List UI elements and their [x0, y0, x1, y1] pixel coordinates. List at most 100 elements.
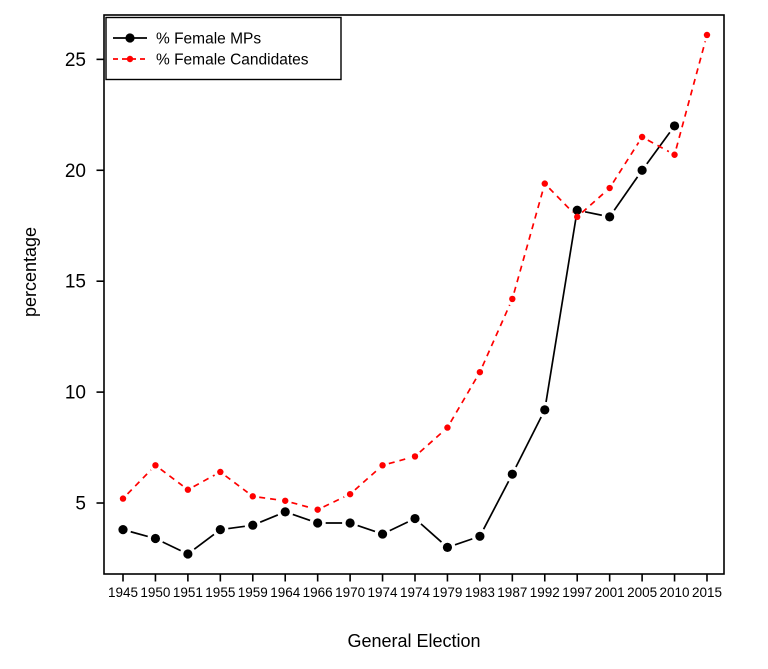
- series-line-segment: [193, 533, 215, 550]
- x-tick-label: 1974: [400, 585, 431, 600]
- legend-entry-label: % Female MPs: [156, 31, 261, 48]
- series-line-segment: [354, 468, 379, 491]
- series-line-segment: [130, 530, 148, 538]
- data-point: [377, 529, 388, 539]
- legend-marker: [126, 55, 134, 63]
- data-point: [152, 462, 159, 469]
- data-point: [669, 121, 680, 131]
- data-point: [249, 493, 256, 500]
- y-axis-title: percentage: [20, 227, 40, 317]
- series-line-segment: [162, 541, 182, 552]
- x-tick-label: 1966: [303, 585, 333, 600]
- x-tick-label: 2005: [627, 585, 657, 600]
- x-tick-label: 1992: [530, 585, 560, 600]
- x-tick-label: 1979: [432, 585, 462, 600]
- series-line-segment: [228, 525, 245, 530]
- data-point: [217, 468, 224, 476]
- legend-box: [105, 16, 342, 81]
- series-line-segment: [419, 431, 444, 453]
- data-point: [411, 453, 419, 460]
- x-tick-label: 1950: [140, 585, 170, 600]
- series-line-segment: [584, 210, 602, 217]
- series-line-segment: [454, 538, 473, 546]
- series-line-segment: [291, 501, 312, 509]
- y-tick-label: 10: [65, 383, 86, 404]
- series-line-segment: [449, 377, 478, 423]
- data-point: [637, 165, 647, 175]
- data-point: [346, 490, 354, 498]
- series-line-segment: [225, 475, 249, 494]
- series-line-segment: [545, 217, 577, 403]
- data-point: [703, 31, 711, 39]
- x-tick-label: 1983: [465, 585, 495, 600]
- x-tick-label: 1945: [108, 585, 138, 600]
- series-line-segment: [126, 469, 152, 495]
- data-point: [605, 212, 615, 222]
- data-point: [509, 295, 516, 303]
- series-line-segment: [482, 480, 510, 530]
- x-tick-label: 1951: [173, 585, 203, 600]
- series-line-segment: [292, 513, 311, 522]
- x-tick-label: 2001: [595, 585, 625, 600]
- series-line-segment: [193, 474, 216, 488]
- data-point: [248, 520, 258, 530]
- series-line-segment: [160, 468, 184, 487]
- data-point: [183, 549, 193, 559]
- data-point: [184, 486, 192, 493]
- series-line-segment: [513, 189, 544, 293]
- x-tick-label: 1959: [238, 585, 268, 600]
- x-tick-label: 1970: [335, 585, 365, 600]
- data-point: [572, 205, 582, 215]
- series-line-segment: [548, 187, 574, 213]
- data-point: [442, 542, 453, 552]
- series-line-segment: [481, 304, 511, 367]
- data-point: [540, 405, 550, 415]
- data-point: [475, 531, 485, 541]
- x-tick-label: 1987: [497, 585, 527, 600]
- x-tick-label: 2010: [660, 585, 690, 600]
- series-line-segment: [675, 41, 707, 149]
- data-point: [379, 462, 386, 469]
- series-line-segment: [259, 514, 279, 523]
- data-point: [574, 213, 581, 221]
- series-line-segment: [581, 191, 606, 214]
- y-tick-label: 5: [75, 494, 86, 515]
- series-line-segment: [323, 496, 345, 508]
- data-point: [119, 495, 127, 502]
- data-point: [313, 518, 323, 528]
- data-point: [314, 506, 321, 513]
- y-tick-label: 20: [65, 161, 86, 182]
- data-point: [282, 497, 289, 504]
- data-point: [671, 151, 678, 158]
- x-tick-label: 1964: [270, 585, 301, 600]
- series-line-segment: [388, 457, 409, 465]
- series-line-segment: [613, 176, 639, 211]
- data-point: [606, 184, 613, 192]
- data-point: [118, 525, 128, 535]
- y-tick-label: 15: [65, 272, 86, 293]
- data-point: [215, 525, 225, 535]
- series-line-segment: [515, 416, 542, 468]
- plot-border: [103, 14, 725, 575]
- data-point: [444, 424, 451, 431]
- x-tick-label: 1955: [205, 585, 235, 600]
- data-point: [150, 533, 161, 544]
- series-line-segment: [357, 524, 376, 533]
- x-axis-title: General Election: [347, 631, 480, 651]
- data-point: [345, 518, 355, 528]
- series-line-segment: [389, 521, 409, 532]
- series-line-segment: [612, 142, 640, 183]
- x-tick-label: 1974: [368, 585, 399, 600]
- series-line-segment: [646, 131, 671, 165]
- series-line-segment: [259, 496, 279, 501]
- data-point: [410, 513, 420, 524]
- x-tick-label: 1997: [562, 585, 592, 600]
- data-point: [476, 368, 484, 376]
- legend-marker: [125, 33, 135, 43]
- series-line-segment: [647, 139, 670, 153]
- data-point: [507, 469, 517, 479]
- data-point: [541, 180, 548, 187]
